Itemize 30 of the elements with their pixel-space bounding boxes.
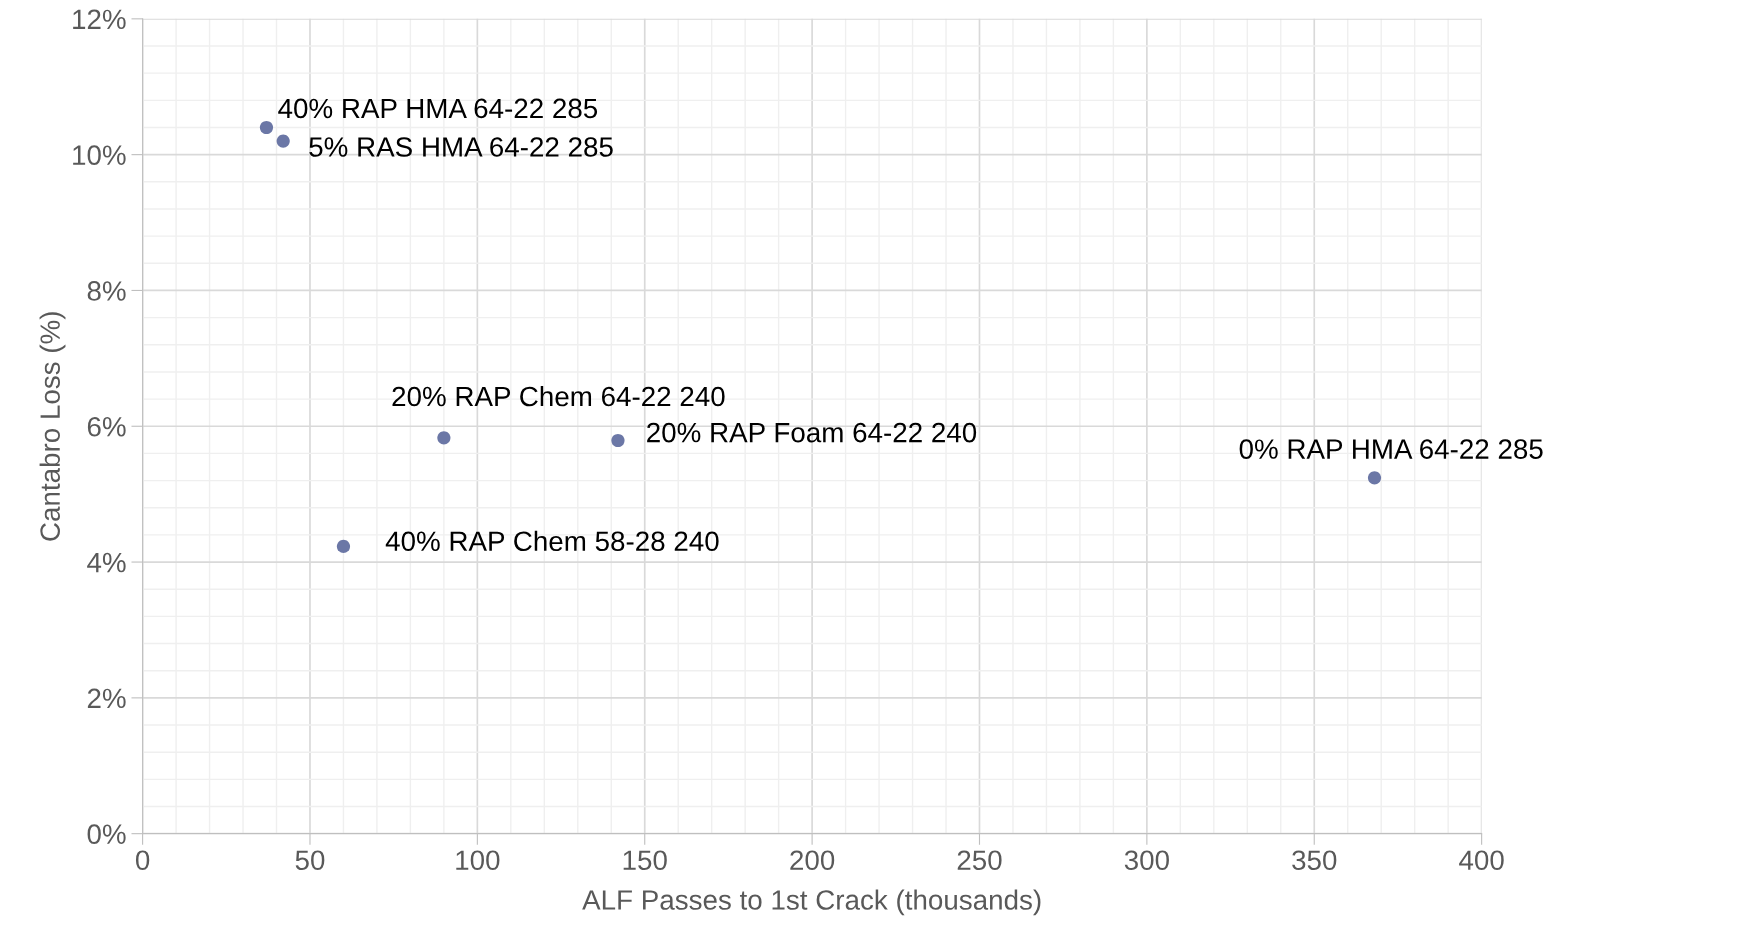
series-label: 40% RAP HMA 64-22 285 (278, 98, 598, 119)
point (259, 120, 274, 135)
x-tick-label: 0 (135, 850, 150, 871)
x-tick-label: 100 (456, 850, 500, 871)
series-label: 40% RAP Chem 58-28 240 (385, 530, 719, 552)
x-tick-label: 200 (790, 850, 835, 871)
point (276, 134, 290, 148)
x-tick-label: 350 (1292, 850, 1337, 871)
point (336, 539, 351, 554)
x-tick-label: 250 (957, 850, 1002, 871)
point (437, 431, 451, 445)
x-tick-label: 50 (295, 850, 325, 871)
y-tick-label: 2% (87, 688, 126, 709)
x-tick-label: 150 (623, 850, 667, 871)
series-label: 5% RAS HMA 64-22 285 (309, 137, 613, 157)
x-tick-label: 300 (1124, 850, 1169, 871)
point (1367, 471, 1382, 485)
x-tick-label: 400 (1459, 850, 1504, 871)
series-label: 20% RAP Foam 64-22 240 (647, 422, 977, 443)
y-tick-label: 12% (73, 9, 126, 30)
y-tick-label: 8% (87, 281, 126, 301)
y-tick-label: 6% (87, 416, 126, 437)
y-tick-label: 0% (87, 824, 126, 845)
y-axis-title: Cantabro Loss (%) (39, 312, 66, 541)
y-tick-label: 4% (87, 552, 126, 573)
point (611, 433, 625, 448)
y-tick-label: 10% (73, 145, 126, 165)
x-axis-title: ALF Passes to 1st Crack (thousands) (582, 889, 1041, 916)
series-label: 0% RAP HMA 64-22 285 (1239, 439, 1543, 459)
series-label: 20% RAP Chem 64-22 240 (392, 385, 725, 407)
